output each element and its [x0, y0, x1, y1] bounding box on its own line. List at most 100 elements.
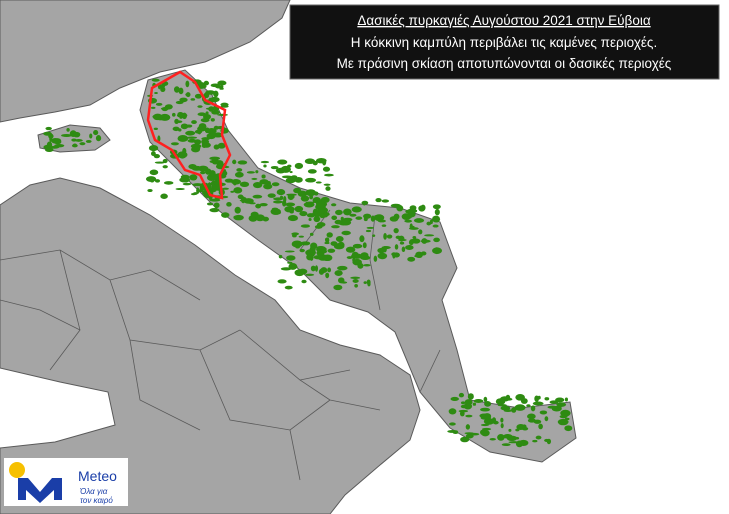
- forest-patch: [294, 269, 305, 277]
- forest-patch: [179, 177, 191, 183]
- forest-patch: [415, 251, 423, 259]
- forest-patch: [196, 187, 200, 194]
- forest-patch: [298, 235, 304, 238]
- forest-patch: [267, 193, 276, 198]
- forest-patch: [409, 205, 417, 211]
- forest-patch: [179, 116, 183, 119]
- forest-patch: [544, 416, 549, 422]
- caption-title: Δασικές πυρκαγιές Αυγούστου 2021 στην Εύ…: [357, 13, 650, 28]
- forest-patch: [153, 127, 158, 131]
- forest-patch: [205, 90, 216, 95]
- forest-patch: [538, 423, 543, 430]
- forest-patch: [495, 398, 506, 405]
- forest-patch: [508, 441, 520, 444]
- forest-patch: [154, 91, 158, 95]
- forest-patch: [205, 107, 217, 110]
- forest-patch: [363, 281, 367, 284]
- forest-patch: [191, 165, 202, 171]
- forest-patch: [351, 253, 363, 259]
- forest-patch: [412, 235, 417, 240]
- forest-patch: [243, 198, 254, 204]
- forest-patch: [363, 264, 371, 267]
- forest-patch: [372, 234, 376, 237]
- forest-patch: [381, 224, 387, 227]
- forest-patch: [375, 198, 382, 203]
- forest-patch: [210, 83, 220, 88]
- forest-patch: [518, 424, 526, 430]
- forest-patch: [426, 221, 432, 226]
- forest-patch: [460, 404, 467, 409]
- forest-patch: [190, 193, 197, 196]
- forest-patch: [237, 160, 248, 165]
- forest-patch: [162, 158, 168, 164]
- forest-patch: [530, 405, 536, 412]
- forest-patch: [377, 247, 386, 254]
- forest-patch: [327, 267, 332, 273]
- forest-patch: [289, 170, 293, 174]
- forest-patch: [250, 211, 259, 218]
- southern-mainland: [0, 177, 421, 514]
- forest-patch: [275, 167, 286, 174]
- forest-patch: [191, 120, 197, 125]
- forest-patch: [231, 179, 242, 185]
- forest-patch: [300, 241, 311, 246]
- forest-patch: [362, 201, 366, 206]
- forest-patch: [287, 193, 294, 201]
- forest-patch: [381, 199, 390, 203]
- forest-patch: [162, 165, 168, 169]
- forest-patch: [175, 187, 185, 191]
- forest-patch: [393, 227, 399, 234]
- forest-patch: [194, 129, 203, 134]
- forest-patch: [469, 432, 480, 436]
- forest-patch: [450, 396, 459, 402]
- forest-patch: [299, 248, 305, 253]
- forest-patch: [186, 136, 198, 139]
- forest-patch: [312, 160, 318, 166]
- forest-patch: [203, 113, 212, 120]
- forest-patch: [377, 252, 388, 260]
- forest-patch: [154, 161, 165, 164]
- forest-patch: [407, 211, 416, 218]
- forest-patch: [293, 187, 302, 194]
- forest-patch: [480, 415, 492, 420]
- forest-patch: [226, 202, 232, 207]
- forest-patch: [246, 171, 255, 174]
- forest-patch: [48, 133, 54, 139]
- caption-box: [289, 4, 720, 80]
- forest-patch: [319, 213, 326, 219]
- forest-patch: [533, 419, 542, 424]
- forest-patch: [515, 393, 525, 401]
- forest-patch: [549, 400, 559, 404]
- forest-patch: [383, 233, 387, 240]
- forest-patch: [148, 145, 159, 152]
- forest-patch: [396, 205, 404, 212]
- forest-patch: [544, 397, 550, 401]
- forest-patch: [287, 215, 299, 222]
- forest-patch: [449, 422, 456, 426]
- forest-patch: [362, 242, 367, 249]
- forest-patch: [341, 230, 351, 236]
- forest-patch: [263, 164, 267, 168]
- forest-patch: [209, 170, 216, 178]
- forest-patch: [314, 265, 319, 272]
- forest-patch: [158, 84, 166, 89]
- forest-patch: [172, 126, 180, 132]
- forest-patch: [481, 427, 492, 431]
- forest-patch: [532, 401, 544, 406]
- forest-patch: [237, 194, 244, 200]
- northern-mainland: [0, 0, 291, 123]
- forest-patch: [484, 400, 492, 407]
- forest-patch: [360, 255, 371, 261]
- forest-patch: [176, 120, 183, 123]
- forest-patch: [205, 111, 209, 115]
- forest-patch: [557, 402, 562, 410]
- forest-layer: [43, 78, 573, 448]
- forest-patch: [295, 245, 300, 249]
- forest-patch: [537, 395, 541, 400]
- forest-patch: [160, 193, 168, 199]
- forest-patch: [261, 174, 266, 179]
- forest-patch: [304, 158, 316, 165]
- forest-patch: [185, 93, 189, 96]
- forest-patch: [85, 139, 92, 143]
